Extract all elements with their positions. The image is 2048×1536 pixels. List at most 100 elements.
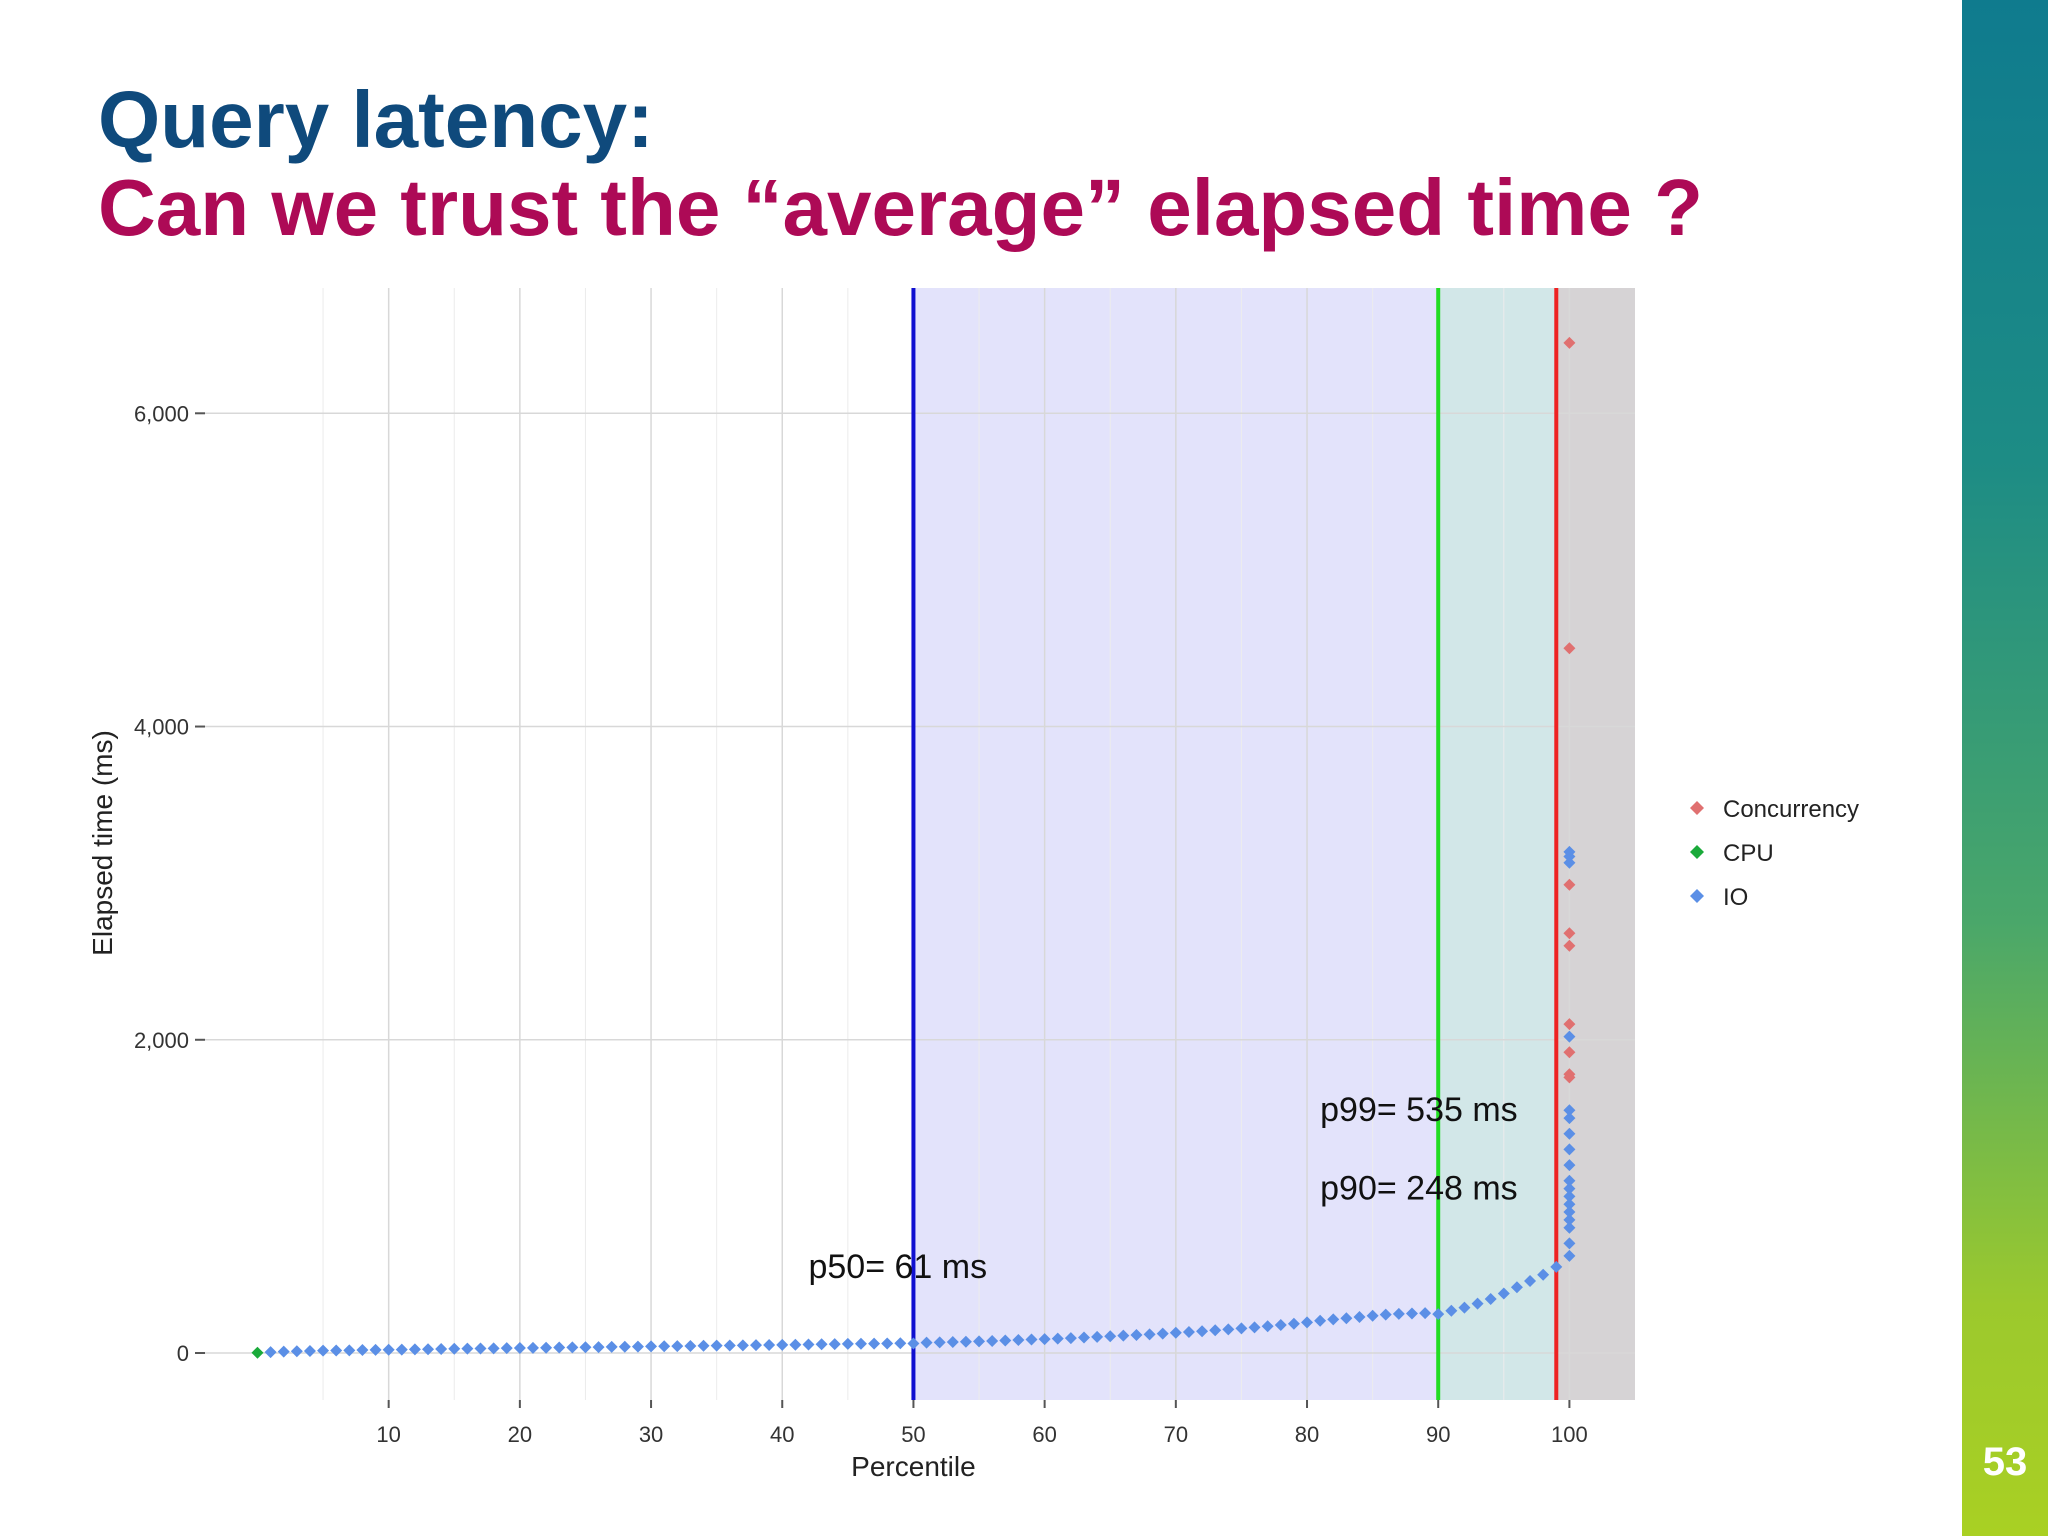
point-io — [1287, 1317, 1300, 1330]
point-cpu — [251, 1346, 264, 1359]
point-io — [1537, 1268, 1550, 1281]
point-io — [1248, 1321, 1261, 1334]
x-axis-title: Percentile — [851, 1451, 976, 1482]
percentile-annotation: p50= 61 ms — [808, 1248, 987, 1286]
point-io — [671, 1340, 684, 1353]
point-io — [1314, 1314, 1327, 1327]
point-io — [1038, 1333, 1051, 1346]
point-io — [566, 1341, 579, 1354]
point-io — [1563, 856, 1576, 869]
legend-label-cpu: CPU — [1723, 840, 1774, 867]
legend-label-concurrency: Concurrency — [1723, 796, 1859, 823]
point-io — [658, 1340, 671, 1353]
y-tick-label: 0 — [177, 1341, 189, 1366]
point-io — [841, 1337, 854, 1350]
point-io — [1563, 1182, 1576, 1195]
point-io — [881, 1337, 894, 1350]
point-io — [605, 1340, 618, 1353]
point-concurrency — [1563, 1071, 1576, 1084]
region-band-1 — [1438, 288, 1557, 1400]
y-tick-label: 4,000 — [134, 715, 189, 740]
point-io — [422, 1343, 435, 1356]
point-concurrency — [1563, 939, 1576, 952]
point-io — [382, 1343, 395, 1356]
point-io — [303, 1344, 316, 1357]
point-io — [894, 1337, 907, 1350]
point-io — [1563, 1249, 1576, 1262]
point-io — [1327, 1313, 1340, 1326]
y-tick-label: 6,000 — [134, 401, 189, 426]
x-tick-label: 10 — [376, 1422, 400, 1447]
point-io — [1563, 845, 1576, 858]
point-io — [1563, 1237, 1576, 1250]
x-tick-label: 20 — [508, 1422, 532, 1447]
point-io — [1261, 1320, 1274, 1333]
point-io — [1419, 1307, 1432, 1320]
point-io — [1274, 1318, 1287, 1331]
point-io — [408, 1343, 421, 1356]
side-accent-bar — [1962, 0, 2048, 1536]
point-io — [290, 1345, 303, 1358]
point-io — [1563, 1174, 1576, 1187]
point-concurrency — [1563, 336, 1576, 349]
point-io — [618, 1340, 631, 1353]
point-concurrency — [1563, 1018, 1576, 1031]
point-io — [1484, 1292, 1497, 1305]
point-io — [1392, 1307, 1405, 1320]
point-io — [1563, 1104, 1576, 1117]
point-io — [920, 1336, 933, 1349]
point-io — [330, 1344, 343, 1357]
point-io — [828, 1338, 841, 1351]
point-io — [474, 1342, 487, 1355]
point-io — [631, 1340, 644, 1353]
annotations: p50= 61 ms p90= 248 ms p99= 535 ms — [808, 1091, 1517, 1286]
point-io — [1130, 1329, 1143, 1342]
point-io — [395, 1343, 408, 1356]
point-io — [1235, 1322, 1248, 1335]
page-number: 53 — [1982, 1440, 2028, 1484]
point-io — [1497, 1287, 1510, 1300]
point-io — [1366, 1309, 1379, 1322]
point-io — [592, 1341, 605, 1354]
point-io — [815, 1338, 828, 1351]
point-io — [946, 1336, 959, 1349]
axes: 10 20 30 40 50 60 70 80 90 100 0 2,000 4,000 6,000 — [134, 401, 1588, 1447]
point-io — [343, 1344, 356, 1357]
point-io — [1563, 1159, 1576, 1172]
point-io — [868, 1337, 881, 1350]
point-concurrency — [1563, 1046, 1576, 1059]
legend-key-io — [1690, 889, 1704, 903]
latency-chart: 10 20 30 40 50 60 70 80 90 100 0 2,000 4,000 6,000 p5… — [87, 288, 1859, 1482]
point-io — [959, 1335, 972, 1348]
point-io — [526, 1341, 539, 1354]
data-points — [251, 336, 1576, 1359]
point-io — [553, 1341, 566, 1354]
point-io — [1143, 1328, 1156, 1341]
legend-label-io: IO — [1723, 884, 1748, 911]
percentile-annotation: p99= 535 ms — [1320, 1091, 1518, 1129]
point-io — [776, 1338, 789, 1351]
point-io — [854, 1337, 867, 1350]
point-io — [1222, 1323, 1235, 1336]
point-io — [513, 1342, 526, 1355]
point-io — [1196, 1325, 1209, 1338]
point-io — [448, 1342, 461, 1355]
point-io — [1432, 1308, 1445, 1321]
point-io — [763, 1339, 776, 1352]
point-io — [1563, 1221, 1576, 1234]
point-concurrency — [1563, 642, 1576, 655]
point-io — [736, 1339, 749, 1352]
point-io — [1563, 1127, 1576, 1140]
point-io — [487, 1342, 500, 1355]
point-io — [1458, 1301, 1471, 1314]
point-io — [1156, 1327, 1169, 1340]
legend-key-cpu — [1690, 845, 1704, 859]
point-io — [1012, 1334, 1025, 1347]
point-io — [802, 1338, 815, 1351]
point-io — [1563, 1206, 1576, 1219]
x-tick-label: 40 — [770, 1422, 794, 1447]
point-io — [1104, 1330, 1117, 1343]
point-io — [1301, 1316, 1314, 1329]
point-io — [1445, 1304, 1458, 1317]
point-io — [1091, 1330, 1104, 1343]
